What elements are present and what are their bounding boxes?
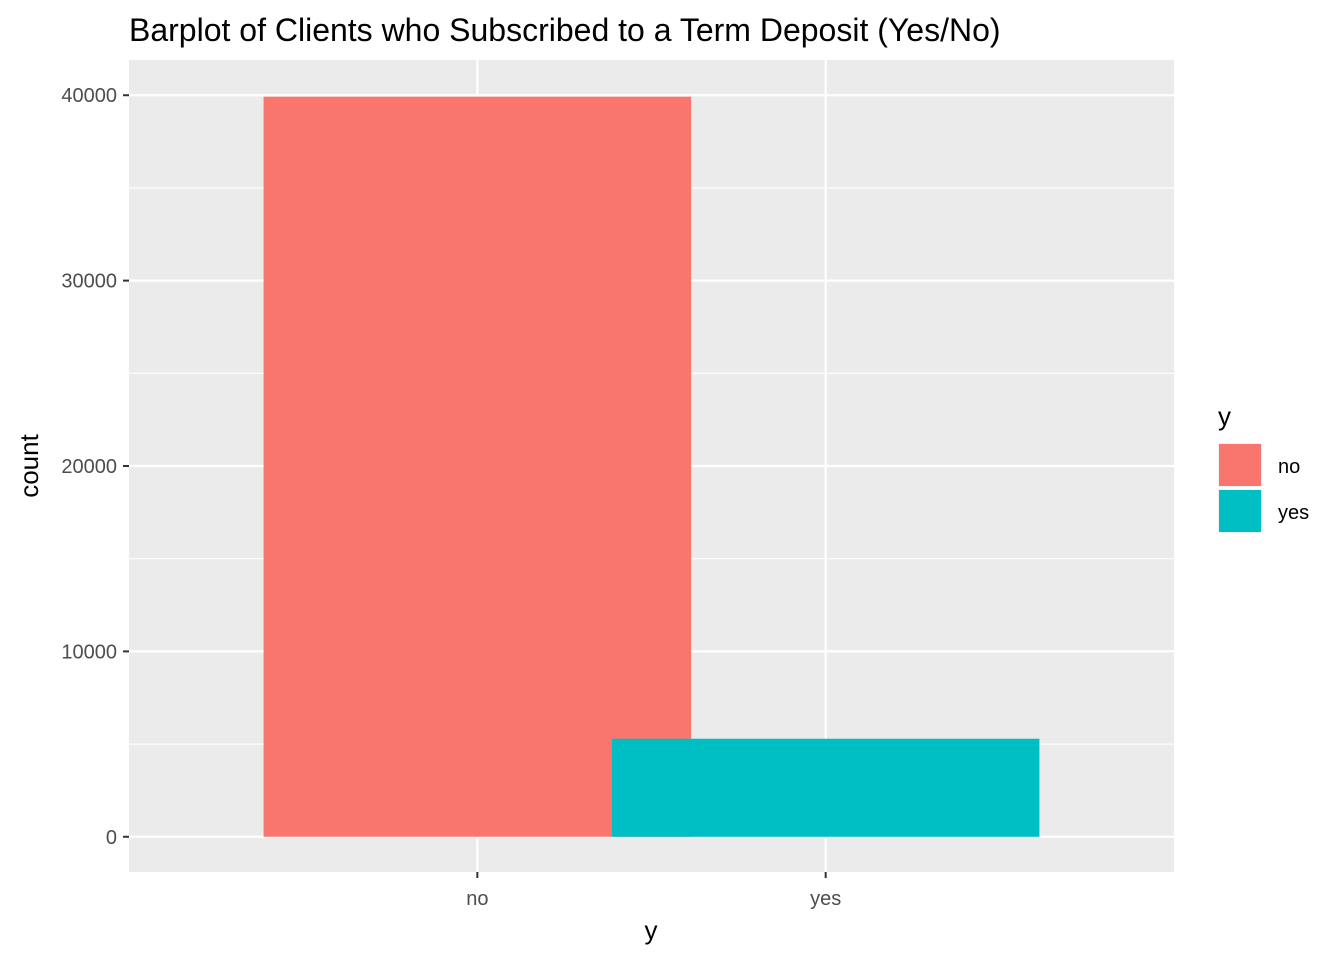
bar-yes (611, 738, 1040, 837)
y-tick-label: 0 (106, 827, 117, 849)
x-axis-title: y (645, 915, 658, 945)
x-tick-label: no (466, 888, 488, 910)
x-axis: no yes (466, 872, 841, 910)
bars (263, 96, 1040, 837)
bar-no (263, 96, 692, 837)
legend-key-no (1219, 444, 1261, 486)
legend-title: y (1218, 401, 1231, 431)
y-axis-title: count (14, 433, 44, 497)
chart-title: Barplot of Clients who Subscribed to a T… (129, 12, 1001, 48)
y-tick-label: 40000 (61, 85, 117, 107)
legend-label: no (1278, 456, 1300, 478)
x-tick-label: yes (810, 888, 841, 910)
y-tick-label: 20000 (61, 456, 117, 478)
legend-key-yes (1219, 490, 1261, 532)
legend: y no yes (1218, 401, 1309, 533)
legend-label: yes (1278, 502, 1309, 524)
y-tick-label: 30000 (61, 271, 117, 293)
y-tick-label: 10000 (61, 641, 117, 663)
y-axis: 0 10000 20000 30000 40000 (61, 85, 129, 849)
